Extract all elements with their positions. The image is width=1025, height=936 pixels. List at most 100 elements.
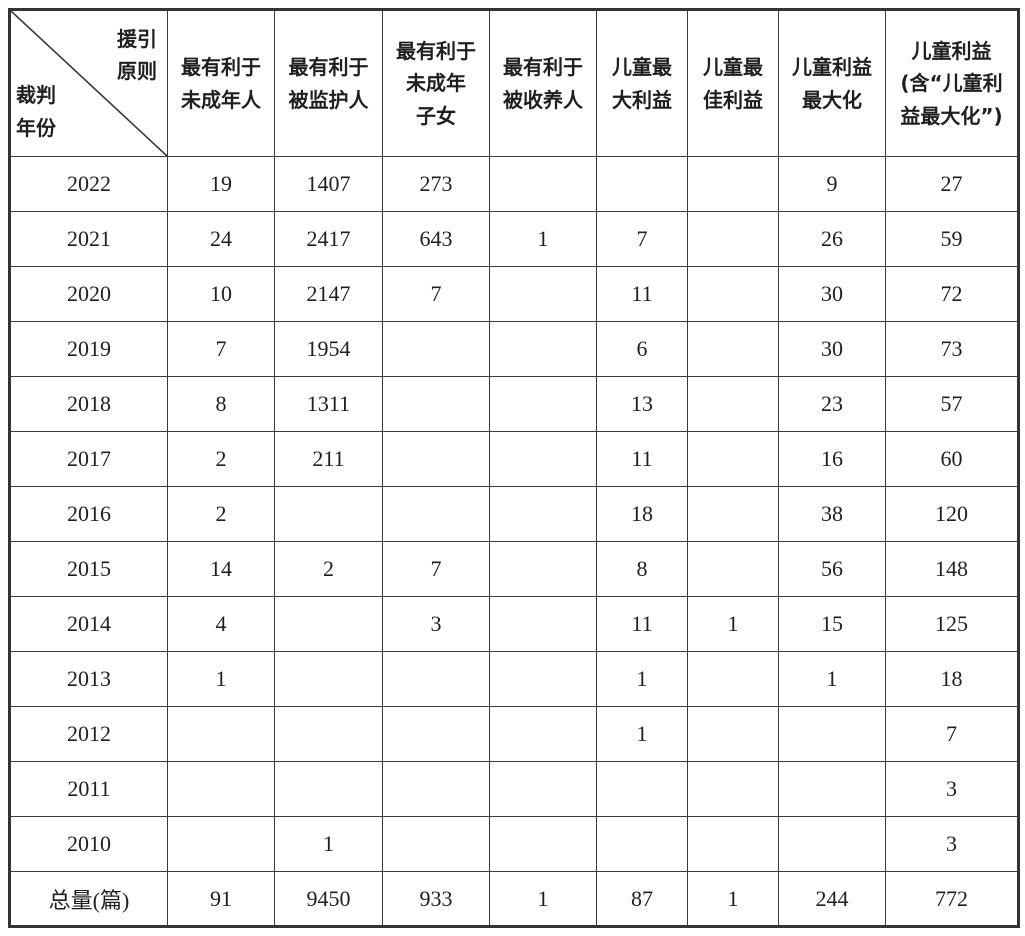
table-row: 2017 2 211 11 16 60 xyxy=(9,431,1019,487)
row-label: 2012 xyxy=(9,706,168,762)
table-cell xyxy=(167,706,275,762)
table-cell: 9 xyxy=(778,156,886,212)
table-cell: 3 xyxy=(885,816,1019,872)
table-cell: 9450 xyxy=(274,871,383,927)
table-cell xyxy=(489,706,597,762)
table-cell xyxy=(778,706,886,762)
table-cell: 1 xyxy=(167,651,275,707)
table-cell: 8 xyxy=(596,541,688,597)
table-cell: 7 xyxy=(382,266,490,322)
table-cell: 1 xyxy=(596,706,688,762)
table-cell xyxy=(687,211,779,267)
table-cell: 30 xyxy=(778,321,886,377)
table-cell xyxy=(489,266,597,322)
table-cell: 4 xyxy=(167,596,275,652)
table-cell: 27 xyxy=(885,156,1019,212)
table-cell: 2147 xyxy=(274,266,383,322)
table-cell xyxy=(382,761,490,817)
table-cell: 933 xyxy=(382,871,490,927)
row-label: 2019 xyxy=(9,321,168,377)
row-label: 2013 xyxy=(9,651,168,707)
table-cell xyxy=(489,651,597,707)
table-cell: 7 xyxy=(885,706,1019,762)
table-cell xyxy=(687,541,779,597)
table-cell: 148 xyxy=(885,541,1019,597)
table-row: 总量(篇) 91 9450 933 1 87 1 244 772 xyxy=(9,871,1019,927)
table-cell: 7 xyxy=(382,541,490,597)
table-cell: 643 xyxy=(382,211,490,267)
table-cell xyxy=(489,321,597,377)
table-cell: 772 xyxy=(885,871,1019,927)
row-label: 总量(篇) xyxy=(9,871,168,927)
row-label: 2017 xyxy=(9,431,168,487)
table-cell: 1 xyxy=(687,596,779,652)
table-cell xyxy=(489,596,597,652)
column-header-most-favorable-adoptee: 最有利于 被收养人 xyxy=(489,9,597,157)
table-cell xyxy=(382,376,490,432)
table-cell: 18 xyxy=(596,486,688,542)
table-cell: 2 xyxy=(274,541,383,597)
row-label: 2021 xyxy=(9,211,168,267)
corner-cell: 援引 原则 裁判 年份 xyxy=(9,9,168,157)
table-cell xyxy=(382,651,490,707)
corner-label-year: 裁判 年份 xyxy=(16,83,56,140)
table-cell: 11 xyxy=(596,266,688,322)
table-cell: 7 xyxy=(167,321,275,377)
corner-label-principle: 援引 原则 xyxy=(117,27,157,84)
diagonal-divider-line xyxy=(11,11,167,156)
table-cell: 1311 xyxy=(274,376,383,432)
table-cell xyxy=(596,816,688,872)
table-cell: 91 xyxy=(167,871,275,927)
table-cell: 11 xyxy=(596,596,688,652)
table-cell: 18 xyxy=(885,651,1019,707)
table-cell xyxy=(778,761,886,817)
table-cell: 1954 xyxy=(274,321,383,377)
column-header-child-best-interest: 儿童最 佳利益 xyxy=(687,9,779,157)
row-label: 2022 xyxy=(9,156,168,212)
table-cell xyxy=(274,596,383,652)
table-cell xyxy=(489,816,597,872)
table-cell xyxy=(167,816,275,872)
table-cell: 120 xyxy=(885,486,1019,542)
table-cell: 1 xyxy=(489,871,597,927)
table-cell: 87 xyxy=(596,871,688,927)
table-cell xyxy=(489,486,597,542)
table-cell: 7 xyxy=(596,211,688,267)
table-cell: 15 xyxy=(778,596,886,652)
table-cell: 11 xyxy=(596,431,688,487)
table-cell: 8 xyxy=(167,376,275,432)
table-cell: 72 xyxy=(885,266,1019,322)
table-row: 2021 24 2417 643 1 7 26 59 xyxy=(9,211,1019,267)
table-row: 2022 19 1407 273 9 27 xyxy=(9,156,1019,212)
table-cell: 2 xyxy=(167,486,275,542)
table-cell: 1407 xyxy=(274,156,383,212)
table-cell xyxy=(687,761,779,817)
table-cell: 3 xyxy=(382,596,490,652)
table-cell xyxy=(489,376,597,432)
table-cell xyxy=(489,761,597,817)
column-header-child-best-interest-max: 儿童最 大利益 xyxy=(596,9,688,157)
table-cell xyxy=(274,761,383,817)
table-cell: 6 xyxy=(596,321,688,377)
table-cell xyxy=(489,541,597,597)
table-row: 2013 1 1 1 18 xyxy=(9,651,1019,707)
column-header-child-interest-maximization: 儿童利益 最大化 xyxy=(778,9,886,157)
table-cell: 16 xyxy=(778,431,886,487)
table-cell xyxy=(489,431,597,487)
row-label: 2014 xyxy=(9,596,168,652)
table-cell xyxy=(687,486,779,542)
table-cell: 38 xyxy=(778,486,886,542)
row-label: 2015 xyxy=(9,541,168,597)
table-cell: 1 xyxy=(489,211,597,267)
table-cell xyxy=(687,266,779,322)
table-cell xyxy=(687,376,779,432)
table-cell xyxy=(382,431,490,487)
table-cell: 14 xyxy=(167,541,275,597)
table-row: 2010 1 3 xyxy=(9,816,1019,872)
table-cell xyxy=(778,816,886,872)
table-cell: 60 xyxy=(885,431,1019,487)
table-cell xyxy=(596,156,688,212)
table-cell xyxy=(382,706,490,762)
table-cell: 1 xyxy=(778,651,886,707)
